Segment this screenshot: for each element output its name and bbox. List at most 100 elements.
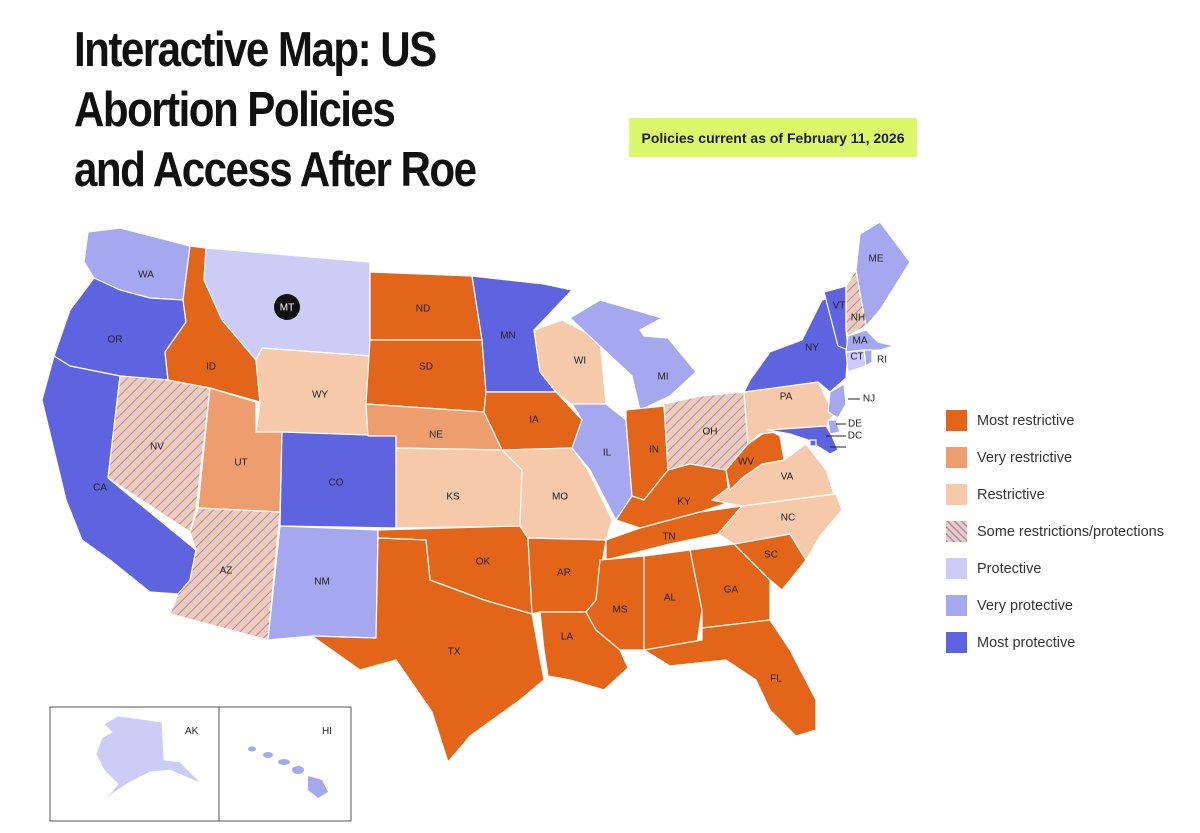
legend-swatch xyxy=(946,521,967,542)
label-tn: TN xyxy=(662,532,675,543)
title-line-2: Abortion Policies xyxy=(74,83,396,137)
label-ma: MA xyxy=(853,336,868,347)
state-al[interactable] xyxy=(643,549,703,651)
label-wv: WV xyxy=(738,457,754,468)
label-sc: SC xyxy=(764,550,778,561)
mt-marker xyxy=(274,294,300,320)
legend-item: Most protective xyxy=(946,624,1164,661)
state-hi[interactable] xyxy=(248,746,328,799)
label-ut: UT xyxy=(234,458,247,469)
label-dc: DC xyxy=(848,431,862,442)
state-fl[interactable] xyxy=(643,619,817,737)
hi-island-molokai xyxy=(278,759,290,765)
label-ak: AK xyxy=(185,726,199,737)
inset-maps: AK HI xyxy=(49,706,352,822)
state-az[interactable] xyxy=(169,507,281,641)
label-mt: MT xyxy=(280,303,294,314)
label-ms: MS xyxy=(613,605,628,616)
state-sd[interactable] xyxy=(365,339,487,413)
state-ks[interactable] xyxy=(395,447,523,529)
label-mi: MI xyxy=(657,372,668,383)
state-wv[interactable] xyxy=(725,429,785,491)
label-wi: WI xyxy=(574,356,586,367)
label-hi: HI xyxy=(322,726,332,737)
label-la: LA xyxy=(561,632,574,643)
legend-swatch xyxy=(946,410,967,431)
state-tx[interactable] xyxy=(311,537,545,763)
label-de: DE xyxy=(848,419,862,430)
label-nc: NC xyxy=(781,513,795,524)
label-mo: MO xyxy=(552,492,568,503)
hi-island-oahu xyxy=(263,752,273,758)
label-vt: VT xyxy=(833,301,846,312)
label-tx: TX xyxy=(448,647,461,658)
label-co: CO xyxy=(329,478,344,489)
legend: Most restrictive Very restrictive Restri… xyxy=(946,402,1164,661)
label-ri: RI xyxy=(877,355,887,366)
page-title: Interactive Map: US Abortion Policies an… xyxy=(74,20,521,200)
label-or: OR xyxy=(108,335,123,346)
label-nh: NH xyxy=(851,313,865,324)
label-in: IN xyxy=(649,445,659,456)
label-il: IL xyxy=(603,448,612,459)
state-nj[interactable] xyxy=(827,383,847,419)
label-mn: MN xyxy=(500,331,516,342)
label-sd: SD xyxy=(419,362,433,373)
label-ar: AR xyxy=(557,568,571,579)
legend-swatch xyxy=(946,632,967,653)
legend-item: Very restrictive xyxy=(946,439,1164,476)
policy-date-badge: Policies current as of February 11, 2026 xyxy=(629,118,917,157)
label-nd: ND xyxy=(416,304,430,315)
label-ny: NY xyxy=(805,343,819,354)
label-al: AL xyxy=(664,593,677,604)
label-id: ID xyxy=(206,362,216,373)
state-ak[interactable] xyxy=(95,715,209,807)
state-ri[interactable] xyxy=(863,349,873,367)
label-ia: IA xyxy=(529,415,539,426)
label-ok: OK xyxy=(476,557,491,568)
label-me: ME xyxy=(869,254,884,265)
label-nv: NV xyxy=(150,442,164,453)
legend-label: Very restrictive xyxy=(977,449,1073,466)
legend-swatch xyxy=(946,484,967,505)
label-ca: CA xyxy=(93,483,107,494)
label-fl: FL xyxy=(770,674,782,685)
hi-island-kauai xyxy=(248,746,256,752)
label-nm: NM xyxy=(314,577,330,588)
legend-swatch xyxy=(946,558,967,579)
state-me[interactable] xyxy=(855,221,911,327)
legend-swatch xyxy=(946,595,967,616)
state-nc[interactable] xyxy=(717,493,843,561)
legend-item: Restrictive xyxy=(946,476,1164,513)
title-line-3: and Access After Roe xyxy=(74,143,477,197)
label-ne: NE xyxy=(429,430,443,441)
state-nh[interactable] xyxy=(845,269,867,337)
label-ky: KY xyxy=(677,497,691,508)
state-dc[interactable] xyxy=(809,439,817,447)
label-ks: KS xyxy=(446,492,460,503)
state-mi[interactable] xyxy=(569,299,697,411)
legend-label: Very protective xyxy=(977,597,1073,614)
hi-island-maui xyxy=(292,766,304,774)
label-va: VA xyxy=(781,472,794,483)
label-oh: OH xyxy=(703,427,718,438)
label-nj: NJ xyxy=(863,394,875,405)
legend-item: Very protective xyxy=(946,587,1164,624)
legend-label: Most restrictive xyxy=(977,412,1075,429)
label-ga: GA xyxy=(724,585,739,596)
hi-island-big-island xyxy=(308,776,328,798)
legend-label: Some restrictions/protections xyxy=(977,523,1164,540)
label-wy: WY xyxy=(312,390,328,401)
state-labels: WA OR CA NV ID MT WY UT AZ CO NM ND SD N… xyxy=(93,254,887,685)
title-line-1: Interactive Map: US xyxy=(74,23,437,77)
legend-label: Protective xyxy=(977,560,1042,577)
legend-label: Most protective xyxy=(977,634,1076,651)
label-pa: PA xyxy=(780,392,793,403)
label-wa: WA xyxy=(138,270,154,281)
legend-label: Restrictive xyxy=(977,486,1045,503)
legend-item: Some restrictions/protections xyxy=(946,513,1164,550)
label-ct: CT xyxy=(850,352,863,363)
state-md[interactable] xyxy=(767,425,839,455)
legend-swatch xyxy=(946,447,967,468)
